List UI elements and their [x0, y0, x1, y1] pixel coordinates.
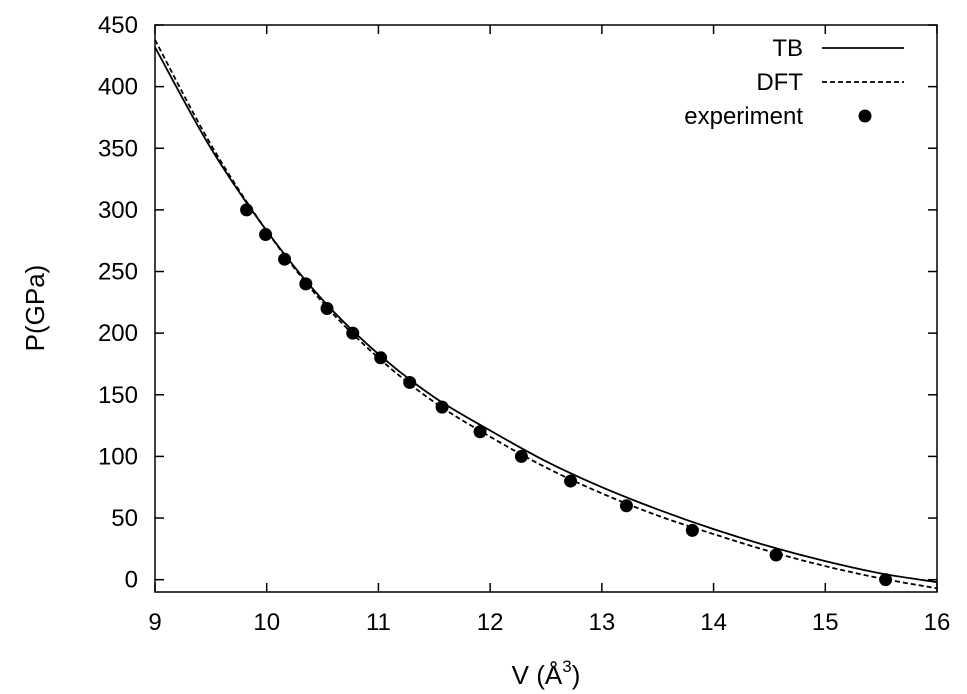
- experiment-point: [685, 523, 699, 537]
- experiment-point: [879, 573, 893, 587]
- x-tick-label: 14: [700, 609, 727, 636]
- experiment-point: [619, 499, 633, 513]
- y-tick-label: 450: [98, 12, 138, 39]
- x-tick-label: 11: [366, 609, 391, 636]
- experiment-point: [374, 351, 388, 365]
- y-tick-label: 50: [111, 505, 138, 532]
- y-tick-label: 400: [98, 74, 138, 101]
- y-axis-ticks: 0 50 100 150 200 250 300 350 400 450: [98, 12, 937, 594]
- y-tick-label: 350: [98, 135, 138, 162]
- x-tick-label: 9: [148, 609, 161, 636]
- x-tick-label: 15: [812, 609, 839, 636]
- plot-points: [240, 203, 893, 587]
- x-tick-label: 10: [253, 609, 280, 636]
- legend-label-dft: DFT: [756, 69, 803, 96]
- dft-curve: [154, 39, 938, 590]
- experiment-point: [435, 400, 449, 414]
- y-tick-label: 150: [98, 382, 138, 409]
- x-axis-ticks: 9 10 11 12 13 14 15 16: [148, 25, 950, 636]
- x-tick-label: 16: [924, 609, 951, 636]
- plot-lines: [154, 39, 938, 590]
- experiment-point: [514, 449, 528, 463]
- experiment-point: [346, 326, 360, 340]
- experiment-point: [564, 474, 578, 488]
- experiment-point: [278, 252, 292, 266]
- x-axis-label-main: V (Å: [512, 660, 563, 690]
- x-axis-label: V (Å3): [512, 657, 581, 690]
- experiment-point: [259, 228, 273, 242]
- experiment-point: [320, 302, 334, 315]
- tb-curve: [154, 46, 938, 584]
- experiment-point: [473, 425, 487, 439]
- plot-frame: [154, 24, 938, 593]
- experiment-point: [769, 548, 783, 562]
- x-axis-label-close: ): [572, 660, 581, 690]
- x-axis-label-superscript: 3: [562, 657, 571, 676]
- legend-label-tb: TB: [772, 35, 803, 62]
- legend: TB DFT experiment: [684, 35, 904, 130]
- experiment-point: [240, 203, 254, 217]
- experiment-point: [403, 375, 417, 389]
- legend-label-experiment: experiment: [684, 103, 803, 130]
- x-tick-label: 12: [477, 609, 504, 636]
- y-tick-label: 250: [98, 259, 138, 286]
- legend-marker-experiment: [858, 109, 872, 123]
- y-tick-label: 300: [98, 197, 138, 224]
- x-tick-label: 13: [589, 609, 616, 636]
- y-tick-label: 200: [98, 320, 138, 347]
- experiment-point: [299, 277, 313, 291]
- y-tick-label: 100: [98, 443, 138, 470]
- y-axis-label: P(GPa): [20, 265, 50, 352]
- y-tick-label: 0: [125, 567, 138, 594]
